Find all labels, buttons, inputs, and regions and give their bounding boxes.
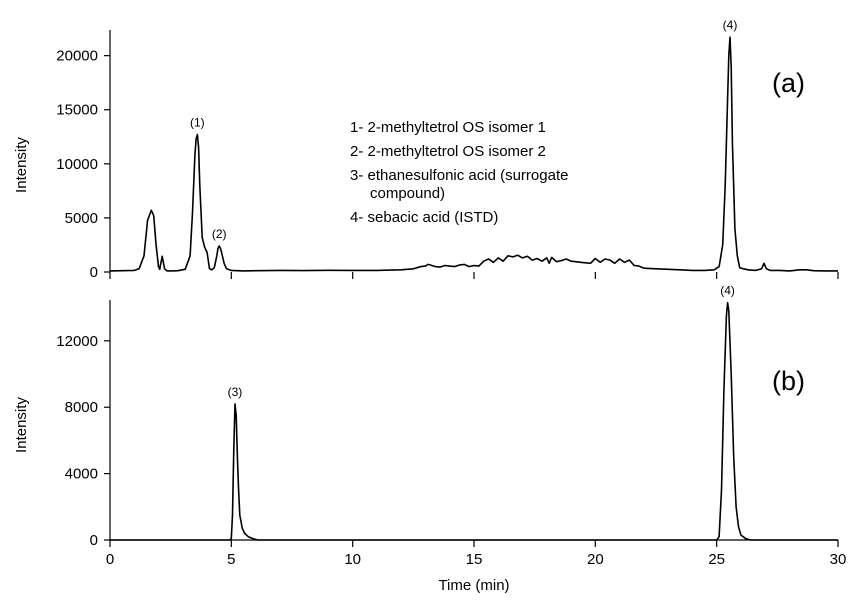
panel-a-y-ticks: 0 5000 10000 15000 20000 [56,48,110,281]
panel-a-label: (a) [772,68,805,98]
panel-a-peak-label: (1) [190,116,205,130]
panel-b: 0 4000 8000 12000 0 5 10 15 20 25 30 Intensity Ti… [13,284,846,594]
legend-line-3: 3- ethanesulfonic acid (surrogate [350,167,568,184]
x-tick-label: 20 [587,551,604,568]
panel-a-y-axis-title: Intensity [13,137,30,193]
panel-b-peak-labels: (3) (4) [228,284,735,399]
panel-a-peak-labels: (1) (2) (4) [190,18,737,241]
panel-b-axes [109,300,838,541]
x-axis-title: Time (min) [438,577,509,594]
x-tick-label: 10 [344,551,361,568]
x-tick-label: 5 [227,551,235,568]
panel-a-y-tick-label: 20000 [56,48,98,65]
panel-a-y-tick-label: 5000 [65,210,98,227]
panel-b-peak-label: (3) [228,385,243,399]
panel-b-y-tick-label: 0 [90,532,98,549]
panel-a-peak-label: (4) [723,18,738,32]
panel-b-label: (b) [772,366,805,396]
panel-a-peak-label: (2) [212,227,227,241]
legend-line-2: 2- 2-methyltetrol OS isomer 2 [350,143,546,160]
legend: 1- 2-methyltetrol OS isomer 1 2- 2-methy… [350,119,568,226]
panel-b-y-tick-label: 8000 [65,399,98,416]
panel-a-y-tick-label: 0 [90,264,98,281]
panel-b-y-tick-label: 4000 [65,466,98,483]
panel-a-y-tick-label: 15000 [56,102,98,119]
panel-a-y-tick-label: 10000 [56,156,98,173]
panel-b-y-ticks: 0 4000 8000 12000 [56,333,110,549]
x-tick-label: 25 [708,551,725,568]
legend-line-1: 1- 2-methyltetrol OS isomer 1 [350,119,546,136]
panel-a-x-ticks [109,272,839,279]
panel-b-x-ticks: 0 5 10 15 20 25 30 [106,540,847,568]
panel-b-y-tick-label: 12000 [56,333,98,350]
x-tick-label: 30 [830,551,847,568]
panel-b-y-axis-title: Intensity [13,397,30,453]
legend-line-5: 4- sebacic acid (ISTD) [350,209,498,226]
legend-line-4: compound) [370,185,445,202]
x-tick-label: 15 [466,551,483,568]
panel-a-trace [109,36,838,272]
panel-b-peak-label: (4) [720,284,735,298]
panel-a: 0 5000 10000 15000 20000 Intensity (a) 1- 2-… [13,18,839,281]
panel-b-trace [110,301,838,541]
x-tick-label: 0 [106,551,114,568]
